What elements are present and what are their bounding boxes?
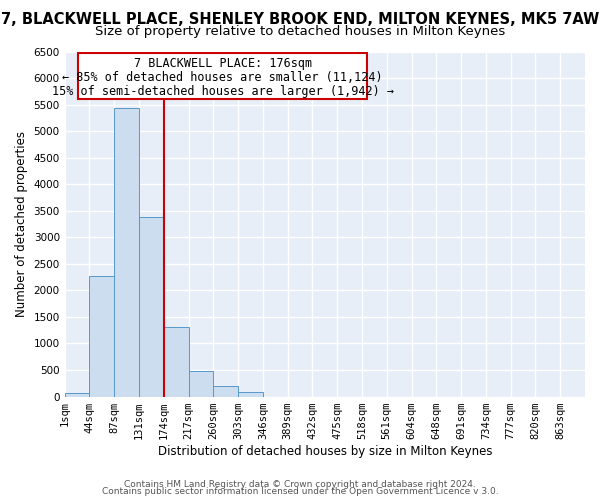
Bar bbox=[65, 393, 89, 396]
Text: Contains HM Land Registry data © Crown copyright and database right 2024.: Contains HM Land Registry data © Crown c… bbox=[124, 480, 476, 489]
Text: 15% of semi-detached houses are larger (1,942) →: 15% of semi-detached houses are larger (… bbox=[52, 86, 394, 98]
Text: Size of property relative to detached houses in Milton Keynes: Size of property relative to detached ho… bbox=[95, 25, 505, 38]
Bar bbox=[139, 217, 164, 396]
Text: Contains public sector information licensed under the Open Government Licence v : Contains public sector information licen… bbox=[101, 488, 499, 496]
Y-axis label: Number of detached properties: Number of detached properties bbox=[15, 131, 28, 317]
Bar bbox=[214, 386, 238, 396]
Bar bbox=[188, 371, 214, 396]
Text: 7, BLACKWELL PLACE, SHENLEY BROOK END, MILTON KEYNES, MK5 7AW: 7, BLACKWELL PLACE, SHENLEY BROOK END, M… bbox=[1, 12, 599, 28]
Bar bbox=[164, 327, 188, 396]
Text: 7 BLACKWELL PLACE: 176sqm: 7 BLACKWELL PLACE: 176sqm bbox=[134, 58, 311, 70]
Bar bbox=[89, 276, 114, 396]
Bar bbox=[238, 392, 263, 396]
Text: ← 85% of detached houses are smaller (11,124): ← 85% of detached houses are smaller (11… bbox=[62, 72, 383, 85]
FancyBboxPatch shape bbox=[78, 53, 367, 100]
Bar bbox=[114, 108, 139, 397]
X-axis label: Distribution of detached houses by size in Milton Keynes: Distribution of detached houses by size … bbox=[158, 444, 492, 458]
